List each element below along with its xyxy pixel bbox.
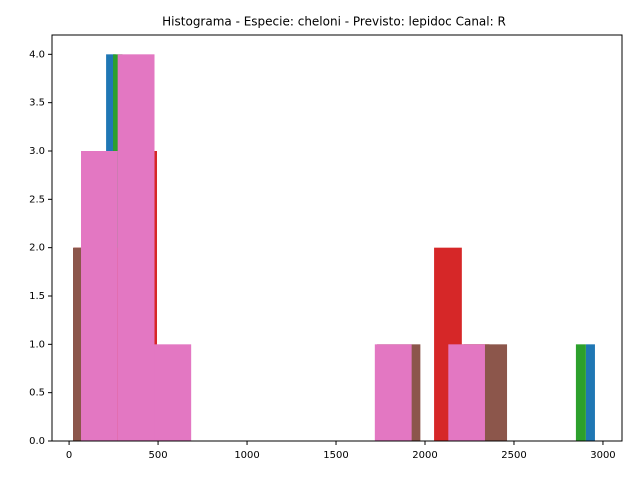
x-tick-label: 0 (66, 450, 72, 461)
x-tick-label: 2500 (501, 450, 526, 461)
histogram-bar (585, 344, 595, 441)
x-tick-label: 1000 (234, 450, 259, 461)
x-tick-label: 1500 (323, 450, 348, 461)
x-tick-label: 2000 (412, 450, 437, 461)
y-tick-label: 3.5 (29, 98, 45, 109)
y-tick-label: 2.5 (29, 194, 45, 205)
y-tick-label: 2.0 (29, 243, 45, 254)
axes-frame (51, 34, 623, 442)
x-tick-label: 3000 (590, 450, 615, 461)
histogram-bar (117, 54, 155, 441)
y-tick-label: 0.0 (29, 436, 45, 447)
y-tick-label: 1.0 (29, 339, 45, 350)
x-tick-label: 500 (149, 450, 168, 461)
histogram-bar (374, 344, 412, 441)
y-tick-label: 3.0 (29, 146, 45, 157)
histogram-bar (154, 344, 192, 441)
histogram-bar (81, 151, 118, 441)
y-tick-label: 4.0 (29, 49, 45, 60)
y-tick-label: 1.5 (29, 291, 45, 302)
chart-title: Histograma - Especie: cheloni - Previsto… (162, 15, 506, 29)
histogram-bar (575, 344, 586, 441)
y-tick-label: 0.5 (29, 388, 45, 399)
plot-area (72, 54, 595, 441)
histogram-bar (448, 344, 485, 441)
